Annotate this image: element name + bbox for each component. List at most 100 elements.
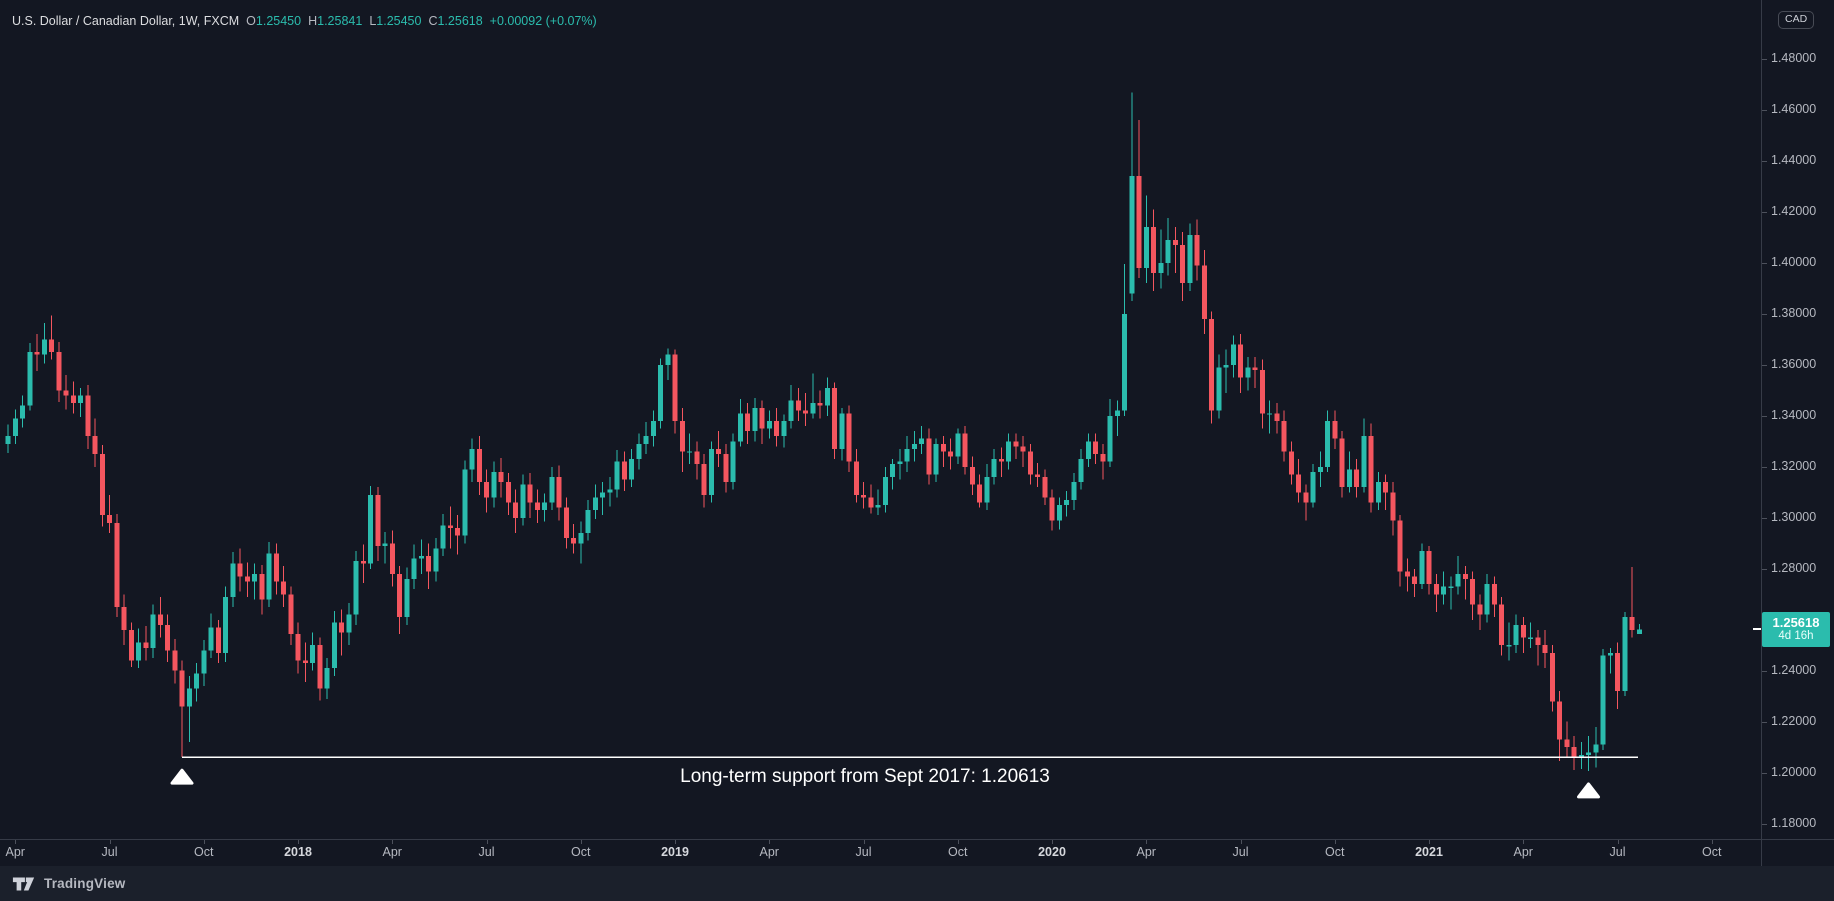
candle-body	[498, 471, 504, 483]
candle-body	[556, 476, 562, 508]
candle-wick	[341, 609, 342, 656]
candle-body	[27, 352, 33, 406]
time-axis-tick	[1334, 840, 1336, 844]
candle-body	[447, 525, 453, 528]
candle-body	[882, 476, 888, 506]
candle-body	[977, 484, 982, 503]
candle-body	[426, 556, 431, 572]
price-axis-tick	[1762, 568, 1767, 570]
triangle-up-marker[interactable]	[170, 768, 194, 785]
marker-group	[170, 768, 1600, 799]
open-label: O	[246, 14, 256, 28]
candle-body	[302, 660, 308, 664]
candle-wick	[1160, 229, 1162, 289]
candle-wick	[1450, 576, 1452, 610]
price-axis-label: 1.36000	[1771, 357, 1817, 372]
candle-body	[85, 395, 91, 437]
candle-body	[781, 420, 787, 437]
candle-body	[1143, 227, 1149, 268]
candle-body	[346, 614, 352, 633]
candle-body	[244, 576, 250, 582]
candle-body	[897, 461, 903, 465]
candle-body	[665, 354, 671, 365]
candle-body	[469, 448, 475, 470]
candle-body	[1477, 604, 1483, 615]
candle-body	[774, 420, 779, 437]
price-axis-tick	[1762, 58, 1767, 60]
candle-body	[389, 543, 395, 574]
currency-toggle-button[interactable]: CAD	[1778, 11, 1815, 29]
chart-canvas[interactable]: Long-term support from Sept 2017: 1.2061…	[0, 0, 1761, 839]
candle-body	[1006, 441, 1011, 462]
candle-body	[1557, 701, 1562, 740]
time-axis-month-label: Apr	[1513, 845, 1533, 859]
candle-body	[397, 573, 402, 618]
candle-body	[1281, 420, 1287, 452]
candle-body	[759, 408, 765, 429]
candle-body	[1194, 234, 1200, 266]
candle-wick	[805, 392, 806, 427]
candle-body	[455, 527, 460, 536]
candle-body	[1361, 436, 1367, 488]
candle-body	[491, 471, 497, 498]
candle-body	[1578, 754, 1584, 758]
candle-body	[41, 339, 47, 355]
candle-body	[1093, 441, 1098, 455]
candle-body	[730, 441, 736, 483]
time-axis-month-label: Oct	[1702, 845, 1722, 859]
price-axis-tick	[1762, 262, 1767, 264]
candle-body	[875, 505, 881, 508]
price-axis-tick	[1762, 160, 1767, 162]
candle-wick	[1174, 227, 1176, 274]
candle-body	[737, 413, 743, 442]
time-axis-tick	[1617, 840, 1619, 844]
candle-body	[63, 390, 69, 396]
candle-body	[1325, 420, 1330, 467]
candle-body	[1419, 550, 1425, 585]
candle-body	[549, 476, 555, 503]
price-axis-tick	[1762, 772, 1767, 774]
time-axis-year-label: 2019	[661, 845, 689, 859]
tradingview-brand-link[interactable]: TradingView	[12, 874, 125, 894]
candle-body	[672, 354, 678, 421]
candle-body	[295, 633, 301, 661]
triangle-up-marker[interactable]	[1577, 782, 1600, 799]
candle-body	[984, 476, 990, 503]
candle-body	[92, 436, 98, 455]
candle-body	[150, 614, 156, 648]
candle-body	[266, 553, 272, 600]
candle-body	[788, 400, 794, 421]
candle-body	[1020, 446, 1026, 452]
candle-wick	[1116, 400, 1118, 437]
time-axis-tick	[863, 840, 865, 844]
price-axis-label: 1.40000	[1771, 255, 1817, 270]
time-axis-month-label: Oct	[948, 845, 968, 859]
candle-body	[78, 395, 83, 404]
price-axis-tick	[1762, 415, 1767, 417]
price-axis[interactable]: CAD 1.25618 4d 16h 1.48000 1.46000 1.44000…	[1762, 0, 1834, 839]
candle-body	[1259, 369, 1265, 414]
candle-body	[1499, 604, 1504, 646]
candle-body	[1187, 234, 1193, 284]
candle-body	[1615, 652, 1620, 692]
price-axis-label: 1.34000	[1771, 408, 1817, 423]
candle-body	[933, 443, 939, 475]
time-axis[interactable]: Apr Jul Oct 2018 Apr Jul Oct 2019 Apr Jul Oct 2020 A…	[0, 840, 1834, 866]
candle-body	[1484, 584, 1490, 615]
symbol-legend[interactable]: U.S. Dollar / Canadian Dollar, 1W, FXCM O…	[12, 13, 597, 29]
time-axis-tick	[1146, 840, 1148, 844]
candle-wick	[1254, 357, 1256, 388]
candle-body	[571, 538, 576, 544]
candle-body	[1238, 344, 1243, 378]
price-axis-label: 1.46000	[1771, 102, 1817, 117]
candle-body	[5, 436, 11, 444]
candle-body	[1390, 492, 1396, 521]
price-axis-tick	[1762, 670, 1767, 672]
candle-body	[687, 451, 692, 453]
candle-body	[411, 558, 417, 579]
time-axis-month-label: Jul	[1232, 845, 1249, 859]
candle-body	[832, 387, 837, 449]
candle-body	[382, 543, 388, 546]
candle-body	[643, 436, 649, 444]
candle-body	[1607, 652, 1613, 656]
